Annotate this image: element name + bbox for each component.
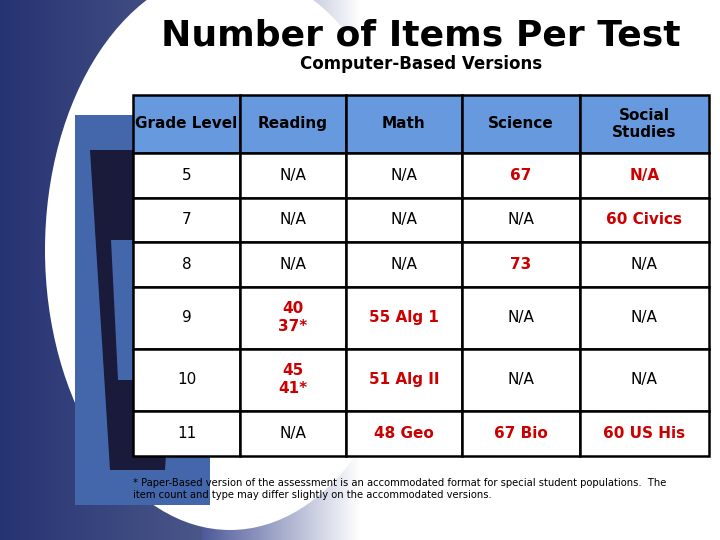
Text: N/A: N/A	[390, 168, 418, 183]
Text: N/A: N/A	[507, 372, 534, 387]
Text: 51 Alg II: 51 Alg II	[369, 372, 439, 387]
Text: N/A: N/A	[631, 310, 658, 325]
Text: 67: 67	[510, 168, 531, 183]
Text: 73: 73	[510, 257, 531, 272]
Text: 67 Bio: 67 Bio	[494, 426, 547, 441]
Text: 45
41*: 45 41*	[279, 363, 307, 396]
Text: Grade Level: Grade Level	[135, 117, 238, 131]
Text: 5: 5	[181, 168, 192, 183]
Text: 48 Geo: 48 Geo	[374, 426, 433, 441]
Text: 7: 7	[181, 212, 192, 227]
Text: 60 Civics: 60 Civics	[606, 212, 683, 227]
Text: 60 US His: 60 US His	[603, 426, 685, 441]
Text: N/A: N/A	[279, 426, 307, 441]
Text: 10: 10	[177, 372, 196, 387]
Text: 55 Alg 1: 55 Alg 1	[369, 310, 439, 325]
Text: 11: 11	[177, 426, 196, 441]
Text: 9: 9	[181, 310, 192, 325]
Bar	[75, 115, 210, 505]
Text: 8: 8	[181, 257, 192, 272]
Text: N/A: N/A	[279, 257, 307, 272]
Text: * Paper-Based version of the assessment is an accommodated format for special st: * Paper-Based version of the assessment …	[133, 478, 667, 500]
Text: Science: Science	[487, 117, 554, 131]
Text: N/A: N/A	[279, 212, 307, 227]
Text: Math: Math	[382, 117, 426, 131]
Polygon shape	[111, 240, 162, 380]
Text: N/A: N/A	[390, 257, 418, 272]
Text: Reading: Reading	[258, 117, 328, 131]
Text: N/A: N/A	[631, 372, 658, 387]
Text: Computer-Based Versions: Computer-Based Versions	[300, 55, 542, 73]
Text: N/A: N/A	[507, 212, 534, 227]
Text: N/A: N/A	[629, 168, 660, 183]
Polygon shape	[90, 150, 185, 470]
Text: N/A: N/A	[507, 310, 534, 325]
Ellipse shape	[45, 0, 415, 530]
Text: N/A: N/A	[390, 212, 418, 227]
Text: N/A: N/A	[631, 257, 658, 272]
Text: N/A: N/A	[279, 168, 307, 183]
Text: 40
37*: 40 37*	[279, 301, 307, 334]
Text: Number of Items Per Test: Number of Items Per Test	[161, 18, 681, 52]
Text: Social
Studies: Social Studies	[612, 107, 677, 140]
